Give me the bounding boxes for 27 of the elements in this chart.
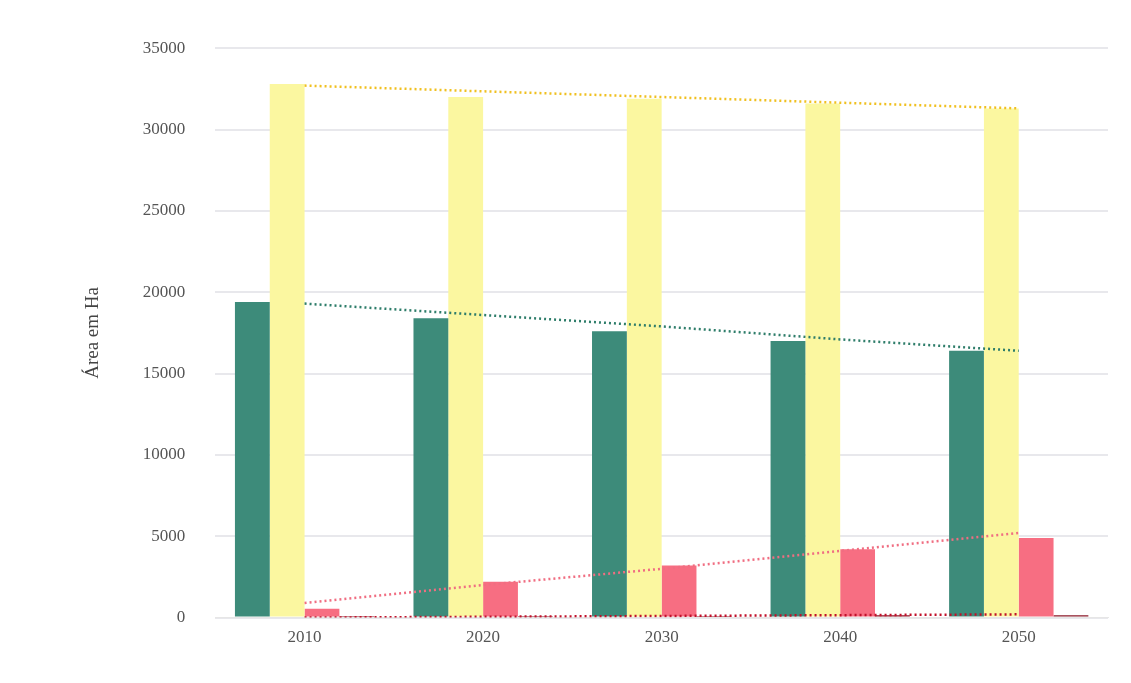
bar: [269, 83, 305, 617]
bar: [234, 301, 270, 617]
y-tick-label: 20000: [142, 281, 186, 301]
bar: [770, 341, 806, 617]
y-tick-label: 0: [176, 607, 186, 627]
y-tick-label: 15000: [142, 363, 186, 383]
y-axis-title: Área em Ha: [81, 286, 103, 379]
y-tick-label: 5000: [151, 525, 186, 545]
bar: [304, 608, 340, 617]
x-tick-label: 2010: [287, 627, 322, 647]
y-tick-label: 10000: [142, 444, 186, 464]
bar: [805, 103, 841, 617]
x-tick-label: 2040: [823, 627, 858, 647]
bar: [983, 108, 1019, 617]
x-tick-label: 2030: [644, 627, 679, 647]
y-tick-label: 30000: [142, 119, 186, 139]
x-tick-label: 2050: [1001, 627, 1036, 647]
bar: [626, 98, 662, 617]
x-tick-label: 2020: [466, 627, 501, 647]
bar: [1018, 537, 1054, 617]
bar: [592, 331, 627, 617]
bar: [949, 350, 984, 617]
y-tick-label: 35000: [142, 37, 186, 57]
bar: [413, 318, 449, 617]
y-tick-label: 25000: [142, 200, 186, 220]
bar: [448, 97, 484, 617]
line-series: [303, 302, 1020, 353]
